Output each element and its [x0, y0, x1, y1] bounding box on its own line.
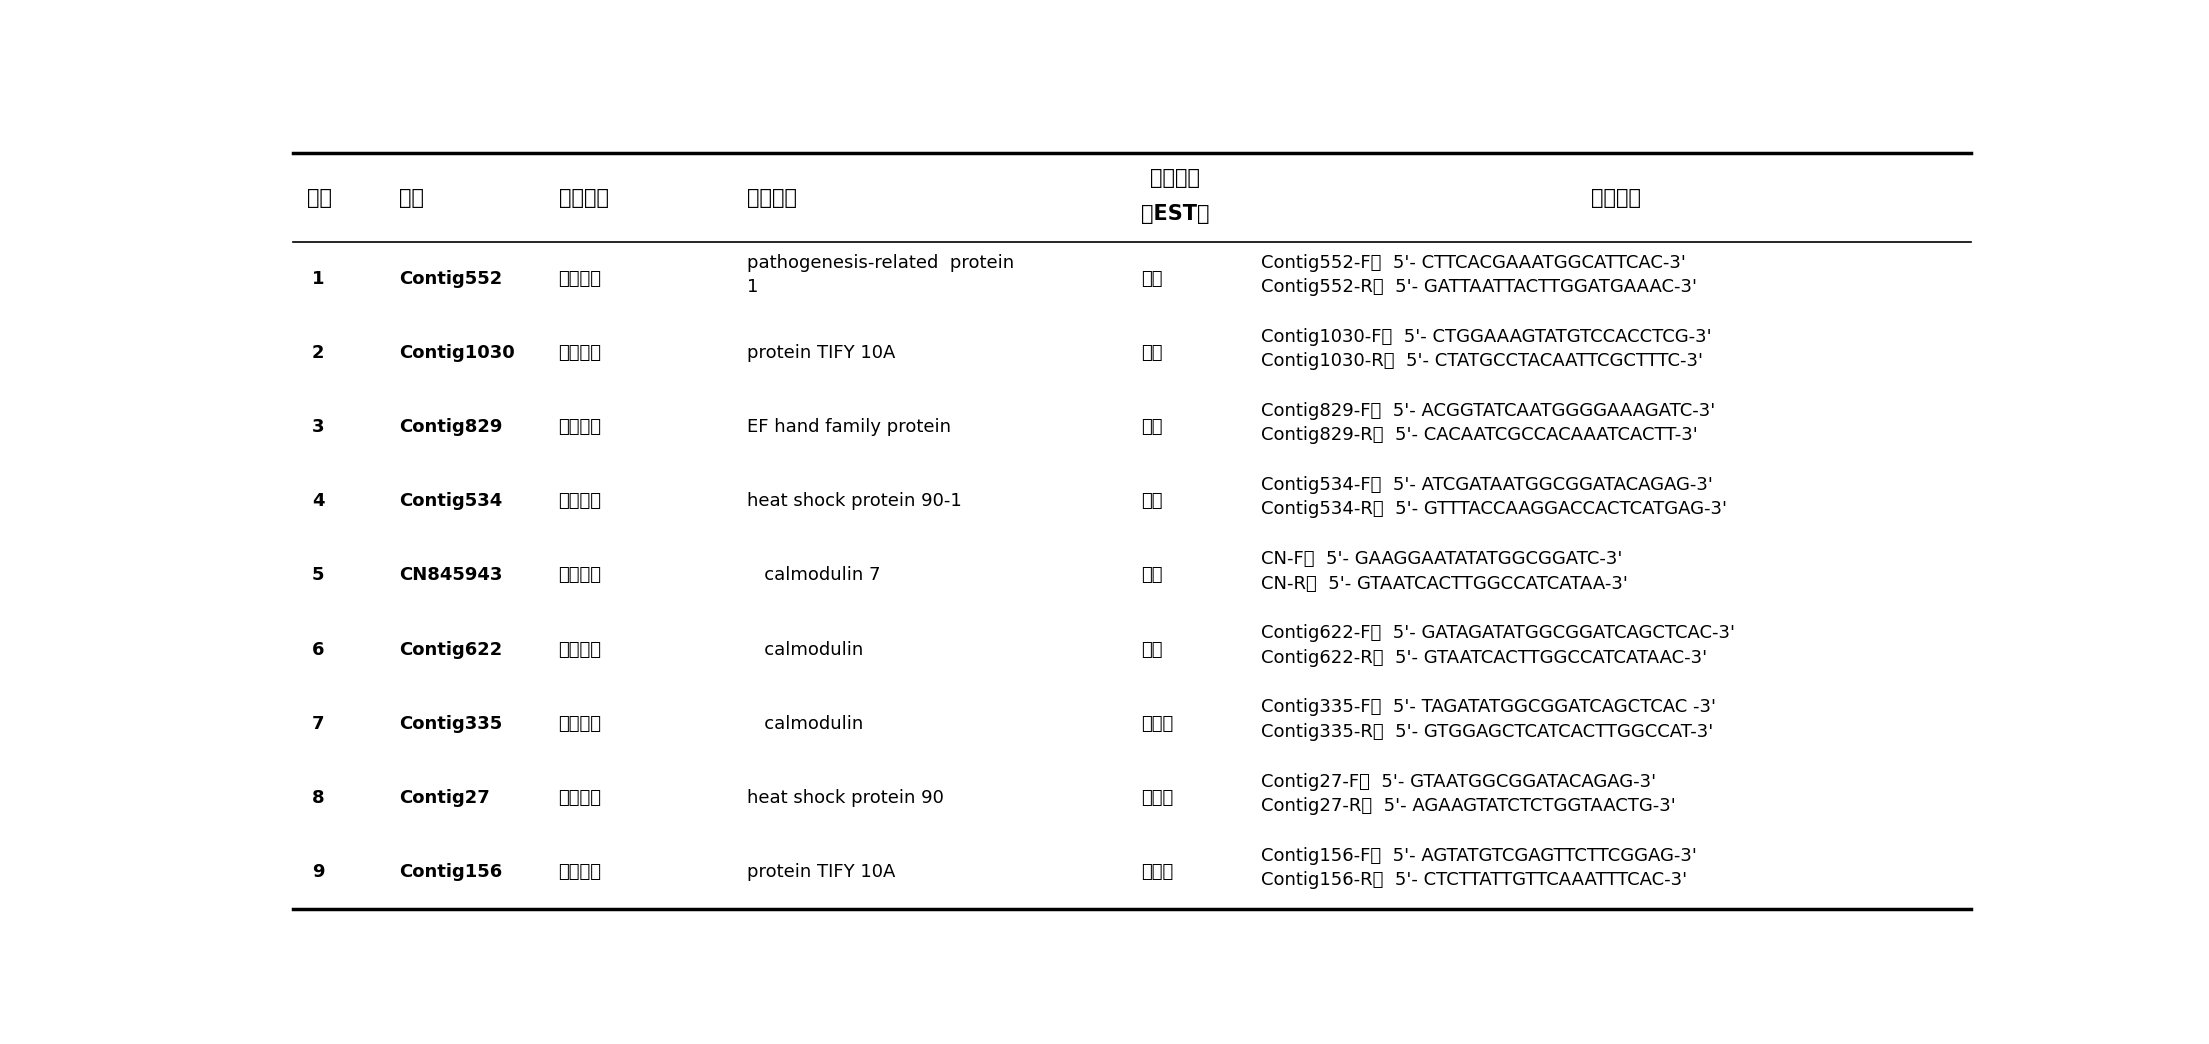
Text: 西洋参: 西洋参	[1140, 863, 1173, 881]
Text: Contig27-F：  5'- GTAATGGCGGATACAGAG-3': Contig27-F： 5'- GTAATGGCGGATACAGAG-3'	[1261, 773, 1655, 790]
Text: Contig1030-F：  5'- CTGGAAAGTATGTCCACCTCG-3': Contig1030-F： 5'- CTGGAAAGTATGTCCACCTCG-…	[1261, 328, 1712, 346]
Text: 3: 3	[311, 419, 325, 436]
Text: Contig335-F：  5'- TAGATATGGCGGATCAGCTCAC -3': Contig335-F： 5'- TAGATATGGCGGATCAGCTCAC …	[1261, 698, 1716, 716]
Text: pathogenesis-related  protein: pathogenesis-related protein	[747, 254, 1014, 271]
Text: CN845943: CN845943	[400, 567, 504, 585]
Text: 相对全长: 相对全长	[559, 493, 601, 511]
Text: Contig552: Contig552	[400, 270, 504, 288]
Text: 4: 4	[311, 493, 325, 511]
Text: Contig156-R：  5'- CTCTTATTGTTCAAATTTCAC-3': Contig156-R： 5'- CTCTTATTGTTCAAATTTCAC-3…	[1261, 871, 1688, 889]
Text: protein TIFY 10A: protein TIFY 10A	[747, 863, 895, 881]
Text: heat shock protein 90: heat shock protein 90	[747, 789, 943, 807]
Text: 编号: 编号	[400, 188, 424, 208]
Text: （EST）: （EST）	[1140, 204, 1208, 223]
Text: Contig829-R：  5'- CACAATCGCCACAAATCACTT-3': Contig829-R： 5'- CACAATCGCCACAAATCACTT-3…	[1261, 426, 1697, 445]
Text: 人参: 人参	[1140, 493, 1162, 511]
Text: 5: 5	[311, 567, 325, 585]
Text: Contig534-F：  5'- ATCGATAATGGCGGATACAGAG-3': Contig534-F： 5'- ATCGATAATGGCGGATACAGAG-…	[1261, 476, 1712, 494]
Text: Contig27-R：  5'- AGAAGTATCTCTGGTAACTG-3': Contig27-R： 5'- AGAAGTATCTCTGGTAACTG-3'	[1261, 797, 1674, 815]
Text: 6: 6	[311, 641, 325, 659]
Text: 2: 2	[311, 345, 325, 362]
Text: 相对全长: 相对全长	[559, 270, 601, 288]
Text: Contig1030-R：  5'- CTATGCCTACAATTCGCTTTC-3': Contig1030-R： 5'- CTATGCCTACAATTCGCTTTC-…	[1261, 352, 1703, 371]
Text: protein TIFY 10A: protein TIFY 10A	[747, 345, 895, 362]
Text: 引物设计: 引物设计	[1590, 188, 1641, 208]
Text: calmodulin: calmodulin	[747, 641, 864, 659]
Text: Contig1030: Contig1030	[400, 345, 515, 362]
Text: Contig156-F：  5'- AGTATGTCGAGTTCTTCGGAG-3': Contig156-F： 5'- AGTATGTCGAGTTCTTCGGAG-3…	[1261, 847, 1697, 864]
Text: Contig335-R：  5'- GTGGAGCTCATCACTTGGCCAT-3': Contig335-R： 5'- GTGGAGCTCATCACTTGGCCAT-…	[1261, 722, 1712, 741]
Text: Contig534-R：  5'- GTTTACCAAGGACCACTCATGAG-3': Contig534-R： 5'- GTTTACCAAGGACCACTCATGAG…	[1261, 500, 1727, 519]
Text: 1: 1	[747, 278, 758, 296]
Text: 西洋参: 西洋参	[1140, 715, 1173, 733]
Text: 部分序列: 部分序列	[559, 789, 601, 807]
Text: 西洋参: 西洋参	[1140, 789, 1173, 807]
Text: 人参: 人参	[1140, 270, 1162, 288]
Text: Contig534: Contig534	[400, 493, 504, 511]
Text: 7: 7	[311, 715, 325, 733]
Text: heat shock protein 90-1: heat shock protein 90-1	[747, 493, 961, 511]
Text: 来　　源: 来 源	[1151, 167, 1199, 188]
Text: Contig27: Contig27	[400, 789, 490, 807]
Text: calmodulin 7: calmodulin 7	[747, 567, 881, 585]
Text: 1: 1	[311, 270, 325, 288]
Text: 相对全长: 相对全长	[559, 863, 601, 881]
Text: CN-F：  5'- GAAGGAATATATGGCGGATC-3': CN-F： 5'- GAAGGAATATATGGCGGATC-3'	[1261, 550, 1621, 568]
Text: 人参: 人参	[1140, 641, 1162, 659]
Text: 功能注释: 功能注释	[747, 188, 797, 208]
Text: Contig552-R：  5'- GATTAATTACTTGGATGAAAC-3': Contig552-R： 5'- GATTAATTACTTGGATGAAAC-3…	[1261, 278, 1697, 296]
Text: 人参: 人参	[1140, 567, 1162, 585]
Text: Contig622-F：  5'- GATAGATATGGCGGATCAGCTCAC-3': Contig622-F： 5'- GATAGATATGGCGGATCAGCTCA…	[1261, 624, 1734, 642]
Text: 8: 8	[311, 789, 325, 807]
Text: 人参: 人参	[1140, 419, 1162, 436]
Text: 相对全长: 相对全长	[559, 419, 601, 436]
Text: Contig156: Contig156	[400, 863, 504, 881]
Text: EF hand family protein: EF hand family protein	[747, 419, 950, 436]
Text: Contig829-F：  5'- ACGGTATCAATGGGGAAAGATC-3': Contig829-F： 5'- ACGGTATCAATGGGGAAAGATC-…	[1261, 402, 1714, 420]
Text: 序号: 序号	[307, 188, 331, 208]
Text: 相对全长: 相对全长	[559, 345, 601, 362]
Text: 相对全长: 相对全长	[559, 567, 601, 585]
Text: Contig622: Contig622	[400, 641, 504, 659]
Text: Contig622-R：  5'- GTAATCACTTGGCCATCATAAC-3': Contig622-R： 5'- GTAATCACTTGGCCATCATAAC-…	[1261, 648, 1708, 667]
Text: calmodulin: calmodulin	[747, 715, 864, 733]
Text: 人参: 人参	[1140, 345, 1162, 362]
Text: 相对全长: 相对全长	[559, 715, 601, 733]
Text: Contig552-F：  5'- CTTCACGAAATGGCATTCAC-3': Contig552-F： 5'- CTTCACGAAATGGCATTCAC-3'	[1261, 254, 1685, 271]
Text: 9: 9	[311, 863, 325, 881]
Text: CN-R：  5'- GTAATCACTTGGCCATCATAA-3': CN-R： 5'- GTAATCACTTGGCCATCATAA-3'	[1261, 574, 1628, 593]
Text: Contig829: Contig829	[400, 419, 504, 436]
Text: Contig335: Contig335	[400, 715, 504, 733]
Text: 是否全长: 是否全长	[559, 188, 610, 208]
Text: 相对全长: 相对全长	[559, 641, 601, 659]
